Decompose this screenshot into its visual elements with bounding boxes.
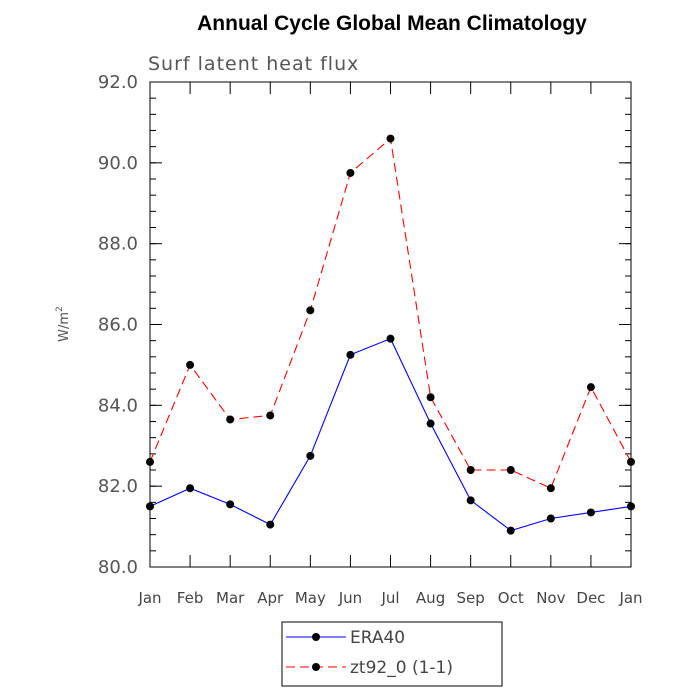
x-tick-label: Jan [137,589,161,607]
data-point-era40 [586,508,595,517]
x-tick-label: Aug [416,589,445,607]
chart-subtitle: Surf latent heat flux [148,53,359,75]
data-point-zt92 [306,306,315,315]
series-line-era40 [149,337,632,532]
data-point-era40 [506,526,515,535]
series-layer [146,134,635,535]
x-tick-label: Sep [457,589,485,607]
y-tick-label: 92.0 [98,72,138,93]
data-point-zt92 [266,411,275,420]
y-tick-label: 86.0 [98,315,138,336]
data-point-era40 [426,419,435,428]
data-point-zt92 [466,466,475,474]
y-axis-label-superscript: 2 [55,306,65,312]
x-tick-label: Jan [618,589,642,607]
data-point-era40 [546,514,555,523]
x-tick-label: Nov [536,589,565,607]
data-point-era40 [386,334,395,343]
x-tick-label: Dec [576,589,605,607]
data-point-era40 [346,350,355,359]
y-tick-label: 90.0 [98,153,138,174]
data-point-era40 [226,500,235,509]
data-point-era40 [306,451,315,460]
x-tick-labels: Jan Feb Mar Apr May Jun Jul Aug Sep Oct Nov Dec Jan [137,589,642,607]
data-point-zt92 [627,457,635,466]
legend-marker-era40 [312,633,320,641]
data-point-era40 [627,502,635,511]
y-tick-label: 84.0 [98,395,138,416]
axis-ticks [149,81,632,568]
data-point-zt92 [186,360,195,369]
data-point-zt92 [426,393,435,402]
y-axis-label-base: W/m [57,312,72,342]
legend-label-zt92: zt92_0 (1-1) [350,658,453,678]
legend-marker-zt92 [312,663,320,671]
x-tick-label: Jun [338,589,362,607]
y-axis-label: W/m2 [55,306,72,342]
y-tick-label: 88.0 [98,234,138,255]
data-point-zt92 [506,466,515,474]
legend-box [281,621,503,687]
y-tick-label: 80.0 [98,557,138,578]
data-point-zt92 [546,484,555,493]
x-tick-label: Feb [177,589,204,607]
x-tick-label: Mar [216,589,245,607]
series-line-zt92 [149,137,632,489]
x-tick-label: Apr [257,589,284,607]
legend-label-era40: ERA40 [350,628,405,648]
data-point-zt92 [586,383,595,392]
x-tick-label: May [295,589,326,607]
x-tick-label: Oct [498,589,524,607]
plot-frame [149,81,632,568]
x-tick-label: Jul [380,589,399,607]
data-point-era40 [186,484,195,493]
data-point-era40 [146,502,154,511]
data-point-zt92 [346,168,355,177]
data-point-era40 [466,496,475,505]
data-point-era40 [266,520,275,529]
data-point-zt92 [226,415,235,424]
data-point-zt92 [146,457,154,466]
chart-title: Annual Cycle Global Mean Climatology [197,12,587,35]
y-tick-label: 82.0 [98,476,138,497]
legend: ERA40 zt92_0 (1-1) [281,621,503,687]
data-point-zt92 [386,134,395,143]
y-tick-labels: 80.0 82.0 84.0 86.0 88.0 90.0 92.0 [98,72,138,578]
